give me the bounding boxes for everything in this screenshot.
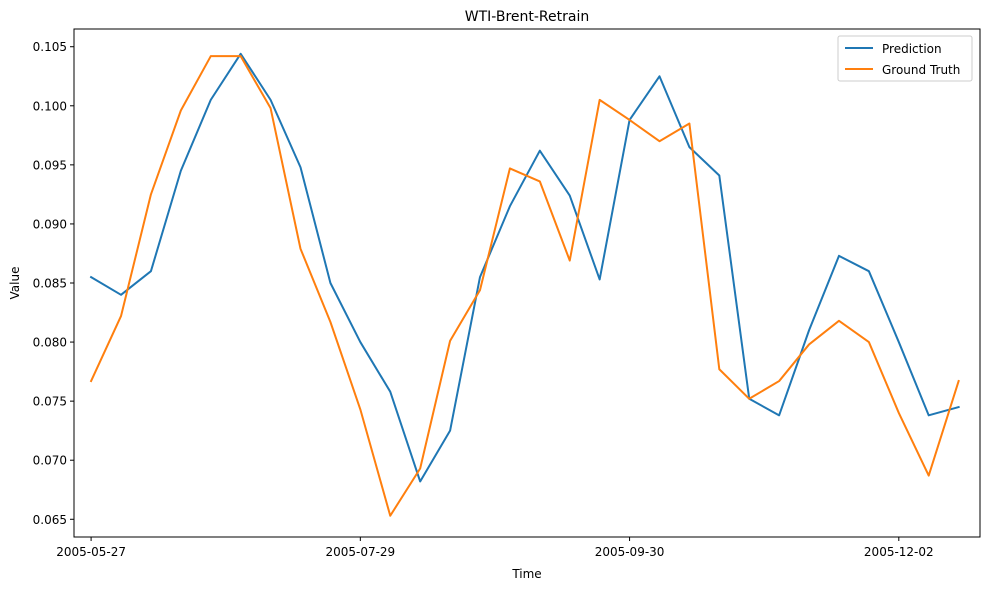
legend-prediction-label: Prediction [882,42,942,56]
x-axis: 2005-05-27 2005-07-29 2005-09-30 2005-12-02 [56,537,934,559]
y-tick-label: 0.095 [33,158,67,172]
x-axis-label: Time [511,567,541,581]
y-tick-label: 0.090 [33,217,67,231]
series-lines [89,52,960,517]
x-tick-label: 2005-12-02 [864,545,934,559]
y-tick-label: 0.065 [33,513,67,527]
y-axis-label: Value [8,267,22,300]
ground-truth-line [89,55,960,517]
y-axis: 0.065 0.070 0.075 0.080 0.085 0.090 0.095 0.100… [33,40,74,527]
y-tick-label: 0.105 [33,40,67,54]
x-tick-label: 2005-09-30 [595,545,665,559]
chart-title: WTI-Brent-Retrain [465,9,589,25]
y-tick-label: 0.100 [33,99,67,113]
x-tick-label: 2005-05-27 [56,545,126,559]
legend: Prediction Ground Truth [837,35,973,82]
x-tick-label: 2005-07-29 [325,545,395,559]
y-tick-label: 0.080 [33,336,67,350]
y-tick-label: 0.085 [33,277,67,291]
prediction-line [89,52,960,483]
y-tick-label: 0.070 [33,454,67,468]
y-tick-label: 0.075 [33,395,67,409]
legend-ground-truth-label: Ground Truth [882,63,960,77]
